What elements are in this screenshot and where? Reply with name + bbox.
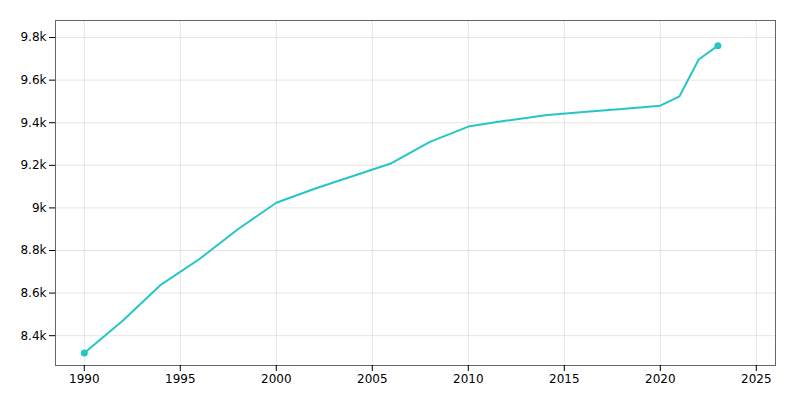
svg-text:9.6k: 9.6k [20,73,46,87]
svg-text:2005: 2005 [357,372,388,386]
svg-text:2010: 2010 [453,372,484,386]
svg-text:8.4k: 8.4k [20,329,46,343]
svg-text:8.6k: 8.6k [20,286,46,300]
svg-text:2015: 2015 [549,372,580,386]
svg-text:2000: 2000 [261,372,292,386]
svg-text:1990: 1990 [69,372,100,386]
svg-text:9.4k: 9.4k [20,116,46,130]
svg-text:2020: 2020 [645,372,676,386]
svg-text:9.2k: 9.2k [20,158,46,172]
svg-text:2025: 2025 [741,372,772,386]
svg-text:8.8k: 8.8k [20,243,46,257]
svg-text:1995: 1995 [165,372,196,386]
svg-text:9.8k: 9.8k [20,30,46,44]
svg-text:9k: 9k [32,201,47,215]
